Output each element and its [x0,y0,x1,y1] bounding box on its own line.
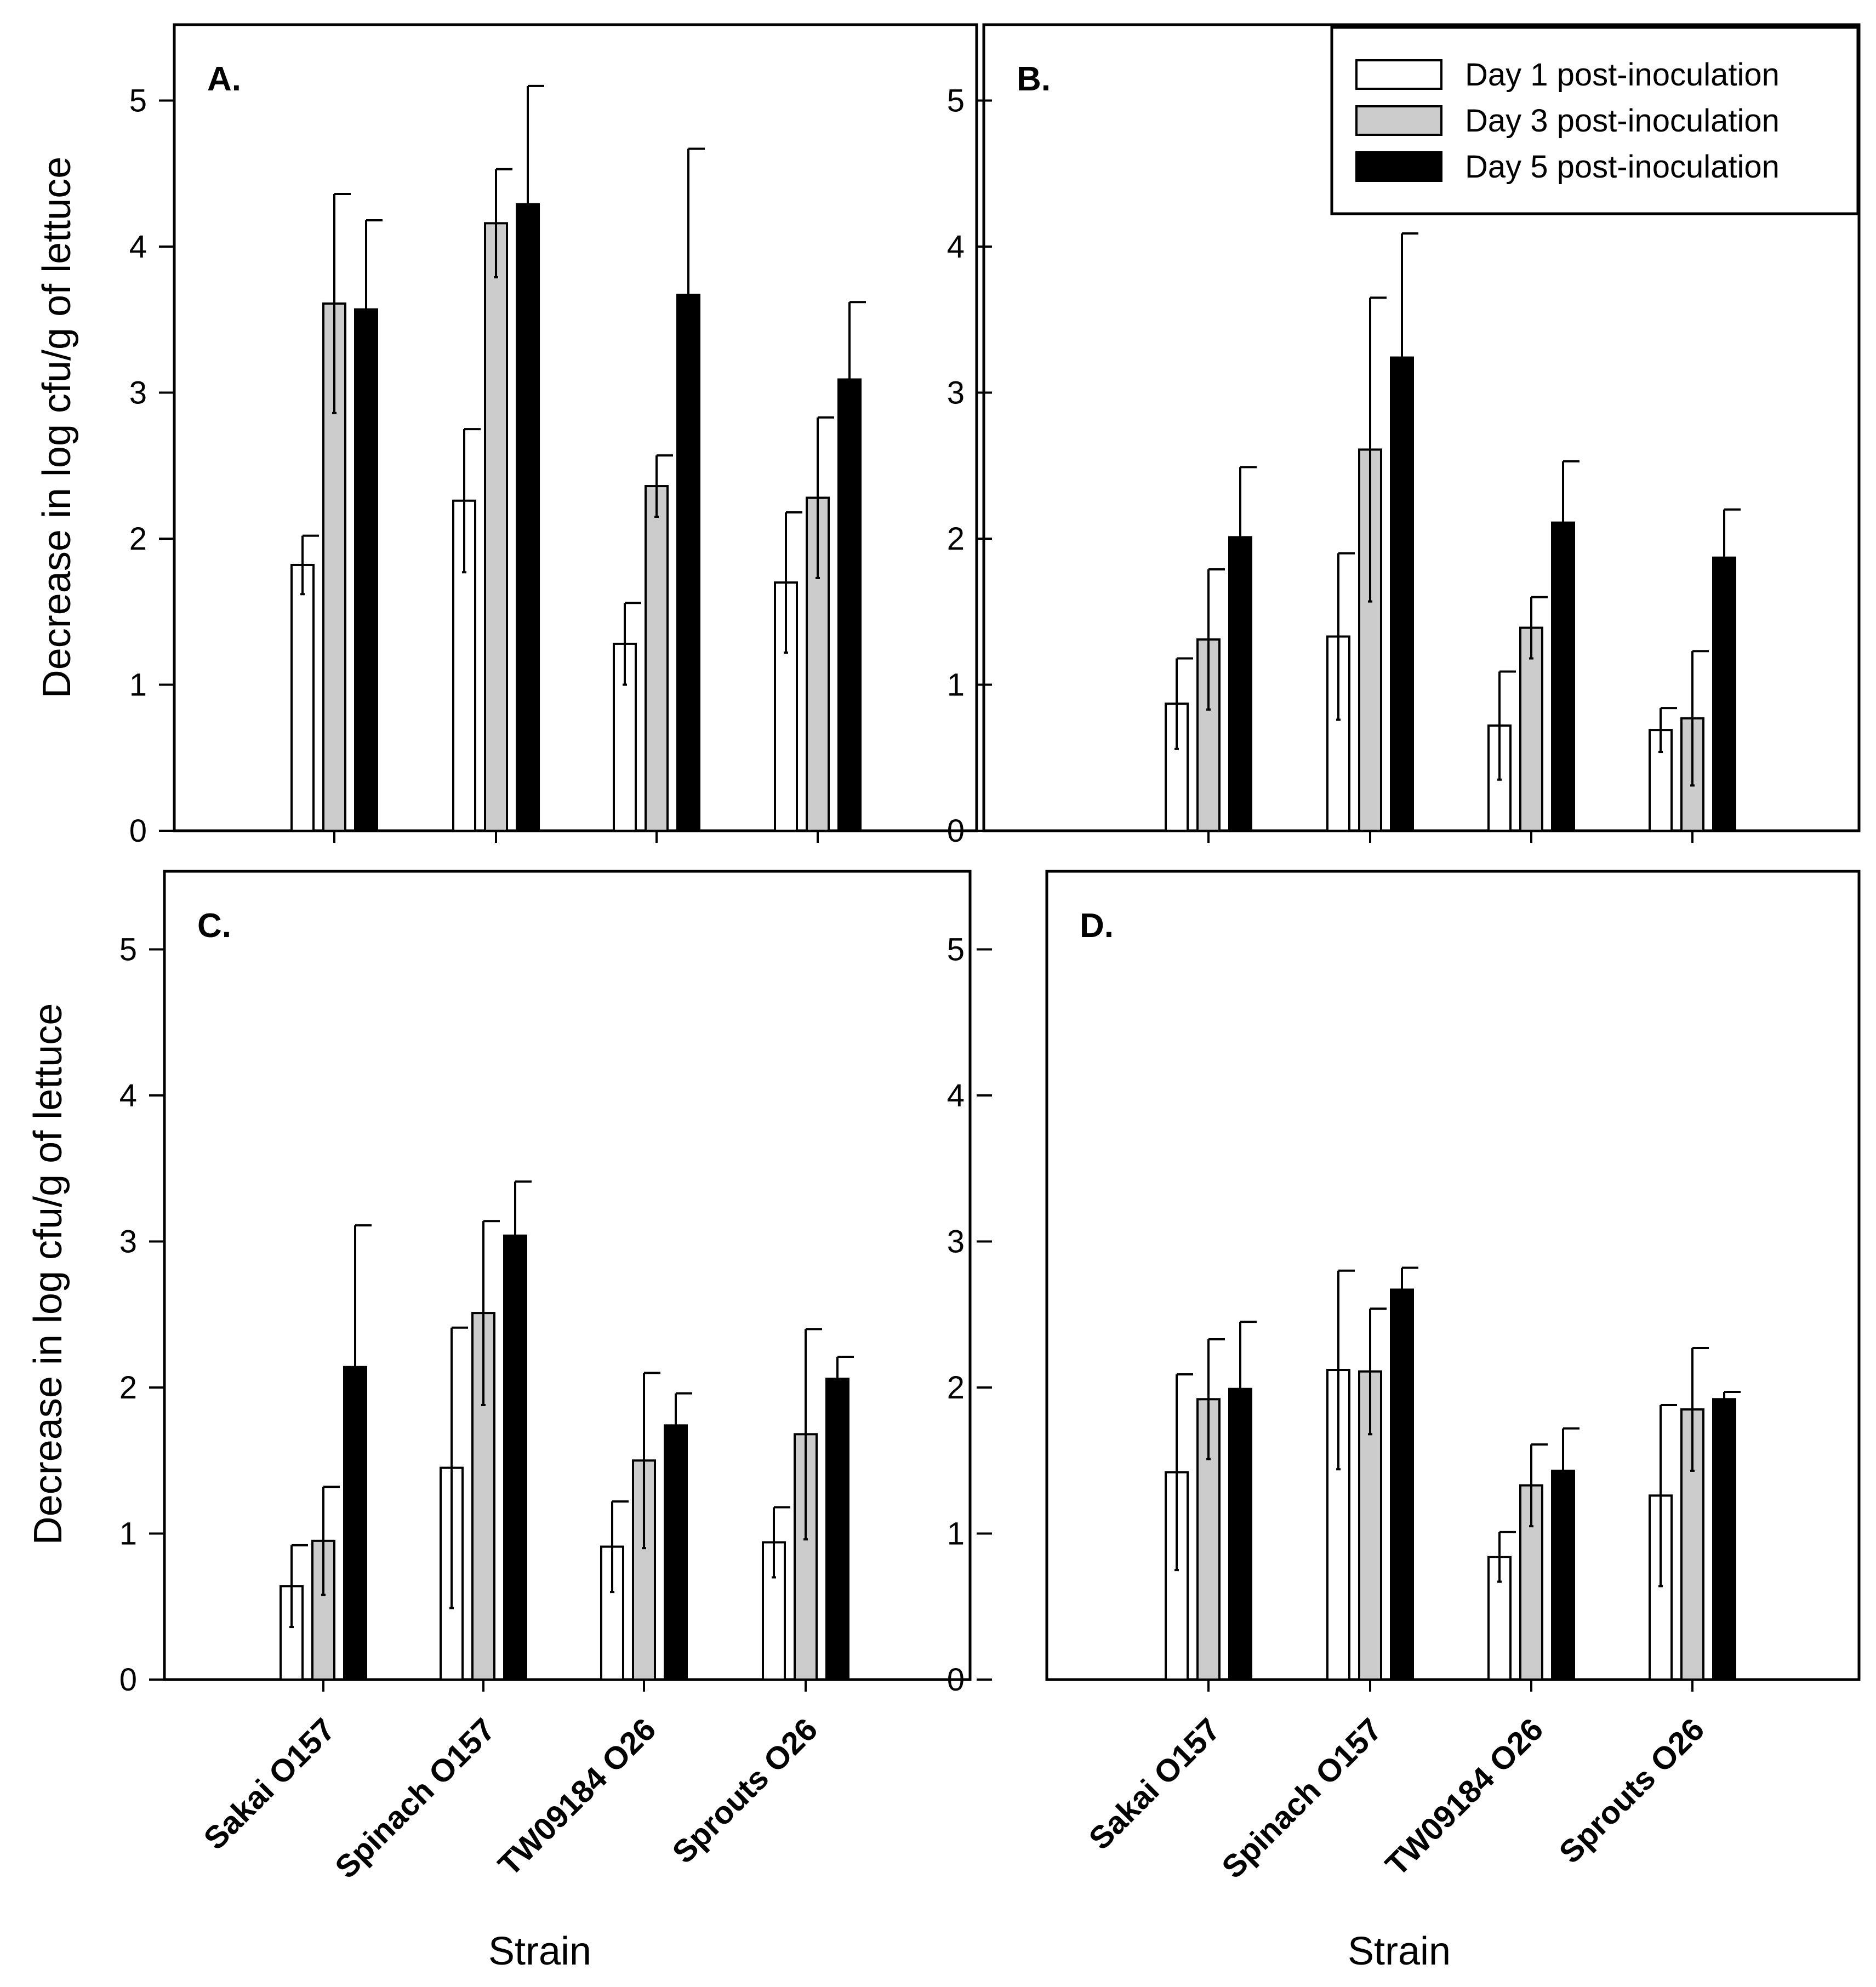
panel-letter: D. [1080,907,1114,945]
y-tick-label: 4 [119,1078,137,1114]
category-label: TW09184 O26 [492,1711,663,1883]
y-tick-label: 5 [119,932,137,968]
y-tick-label: 3 [947,1224,965,1260]
y-tick-label: 2 [129,521,147,557]
y-tick-label: 4 [947,1078,965,1114]
plot-frame [982,23,1861,832]
y-axis-title-top: Decrease in log cfu/g of lettuce [35,157,79,699]
category-label: Sprouts O26 [1552,1711,1711,1870]
legend-label-day3: Day 3 post-inoculation [1465,103,1780,139]
bar-day5 [354,308,378,832]
panel-letter: C. [197,907,231,945]
bar-day1 [774,581,798,832]
legend-label-day5: Day 5 post-inoculation [1465,149,1780,185]
bar-day5 [1228,1388,1252,1681]
plot-frame [163,870,972,1681]
legend: Day 1 post-inoculation Day 3 post-inocul… [1330,26,1860,215]
y-tick-label: 1 [947,1516,965,1552]
y-tick-label: 4 [129,229,147,265]
y-axis-title-bottom: Decrease in log cfu/g of lettuce [26,1003,70,1545]
y-tick-label: 5 [129,83,147,119]
bar-day5 [503,1234,527,1681]
category-label: Sprouts O26 [665,1711,824,1870]
bar-day5 [1712,1398,1736,1681]
y-tick-label: 1 [119,1516,137,1552]
x-axis-title-left: Strain [488,1929,591,1973]
bar-day5 [1390,1288,1414,1681]
panel-letter: A. [207,60,241,98]
y-tick-label: 1 [947,667,965,703]
category-label: TW09184 O26 [1379,1711,1550,1883]
panel-letter: B. [1017,60,1051,98]
legend-swatch-day1 [1355,59,1442,90]
plot-frame [173,23,978,832]
y-tick-label: 5 [947,83,965,119]
y-tick-label: 4 [947,229,965,265]
y-tick-label: 0 [119,1662,137,1698]
bar-day3 [484,222,508,832]
y-tick-label: 3 [129,375,147,411]
panel-a: A. 0 1 2 3 4 5 [129,23,978,849]
y-tick-label: 0 [947,813,965,849]
x-axis-title-right: Strain [1348,1929,1451,1973]
bar-day5 [825,1378,849,1681]
bar-day1 [290,563,315,832]
category-label: Spinach O157 [328,1711,502,1885]
category-label: Spinach O157 [1215,1711,1389,1885]
bar-day5 [664,1424,688,1681]
y-tick-label: 2 [947,1370,965,1406]
category-label: Sakai O157 [197,1711,342,1857]
bar-day5 [676,293,700,832]
y-tick-label: 3 [119,1224,137,1260]
bar-day5 [343,1366,367,1681]
y-tick-label: 1 [129,667,147,703]
y-tick-label: 0 [947,1662,965,1698]
category-label: Sakai O157 [1082,1711,1227,1857]
legend-swatch-day5 [1355,151,1442,182]
y-tick-label: 2 [119,1370,137,1406]
legend-swatch-day3 [1355,105,1442,136]
y-tick-label: 0 [129,813,147,849]
bar-day3 [645,485,669,832]
plot-frame [1045,870,1861,1681]
y-tick-label: 3 [947,375,965,411]
legend-label-day1: Day 1 post-inoculation [1465,57,1780,93]
y-tick-label: 2 [947,521,965,557]
panel-b: B. 0 1 2 3 4 5 [947,23,1861,849]
y-tick-label: 5 [947,932,965,968]
